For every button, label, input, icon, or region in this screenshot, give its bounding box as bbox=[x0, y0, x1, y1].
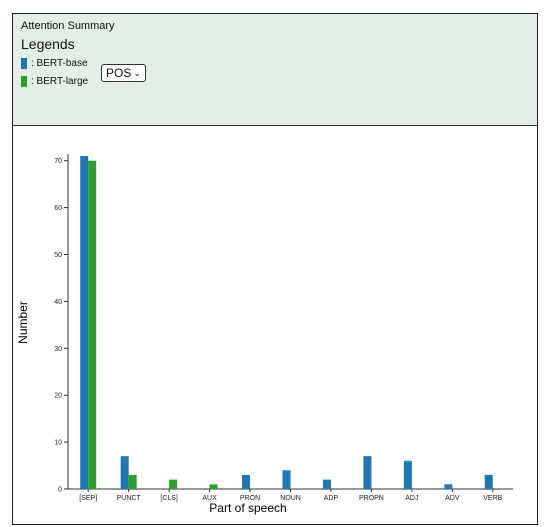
y-tick-label: 0 bbox=[58, 487, 62, 494]
legend-item-bert-large: : BERT-large bbox=[21, 76, 88, 87]
bar-bert-base-verb bbox=[484, 474, 493, 489]
x-tick-label: ADP bbox=[324, 495, 339, 502]
bar-bert-base-adj bbox=[403, 460, 412, 489]
y-tick-label: 50 bbox=[54, 252, 62, 259]
y-tick-label: 20 bbox=[54, 393, 62, 400]
legend-item-bert-base: : BERT-base bbox=[21, 58, 88, 69]
bar-bert-base-adp bbox=[322, 479, 331, 489]
bar-chart: 0 10 20 30 40 50 60 70 [SEP] PUNCT [CLS] AUX PRON NOU… bbox=[16, 154, 513, 515]
y-tick-label: 40 bbox=[54, 299, 62, 306]
y-tick-label: 30 bbox=[54, 346, 62, 353]
bar-bert-base-punct bbox=[120, 456, 129, 489]
category-select[interactable]: POS ⌄ bbox=[101, 64, 146, 82]
x-axis-title: Part of speech bbox=[209, 501, 286, 515]
bar-bert-base-sep bbox=[80, 156, 89, 489]
x-tick-label: AUX bbox=[202, 495, 217, 502]
bar-bert-base-propn bbox=[363, 456, 372, 489]
x-tick-label: PRON bbox=[240, 495, 260, 502]
bar-bert-large-aux bbox=[209, 484, 218, 489]
bar-bert-base-pron bbox=[242, 474, 251, 489]
x-tick-label: ADV bbox=[445, 495, 460, 502]
y-tick-label: 60 bbox=[54, 205, 62, 212]
y-tick-label: 10 bbox=[54, 440, 62, 447]
chevron-down-icon: ⌄ bbox=[133, 67, 141, 78]
x-tick-label: ADJ bbox=[405, 495, 418, 502]
x-tick-label: VERB bbox=[483, 495, 502, 502]
x-tick-label: NOUN bbox=[280, 495, 301, 502]
legend-label-bert-base: : BERT-base bbox=[31, 58, 88, 69]
panel-title: Attention Summary bbox=[21, 20, 115, 32]
bar-bert-base-noun bbox=[282, 470, 291, 489]
x-tick-label: [CLS] bbox=[160, 495, 178, 502]
attention-summary-frame: Attention Summary Legends : BERT-base : … bbox=[12, 13, 538, 525]
category-select-value: POS bbox=[106, 66, 132, 80]
x-tick-label: [SEP] bbox=[79, 495, 97, 502]
legends-heading: Legends bbox=[21, 36, 75, 52]
legend-swatch-bert-large bbox=[21, 76, 27, 87]
x-tick-label: PUNCT bbox=[117, 495, 142, 502]
bar-bert-large-cls bbox=[169, 479, 178, 489]
x-tick-label: PROPN bbox=[359, 495, 384, 502]
legend-label-bert-large: : BERT-large bbox=[31, 76, 89, 87]
legend-swatch-bert-base bbox=[21, 58, 27, 69]
bar-bert-large-sep bbox=[88, 160, 97, 490]
y-axis-title: Number bbox=[16, 301, 30, 344]
bar-bert-large-punct bbox=[128, 474, 137, 489]
y-tick-label: 70 bbox=[54, 158, 62, 165]
bar-bert-base-adv bbox=[444, 484, 453, 489]
legend-panel: Attention Summary Legends : BERT-base : … bbox=[13, 14, 537, 126]
